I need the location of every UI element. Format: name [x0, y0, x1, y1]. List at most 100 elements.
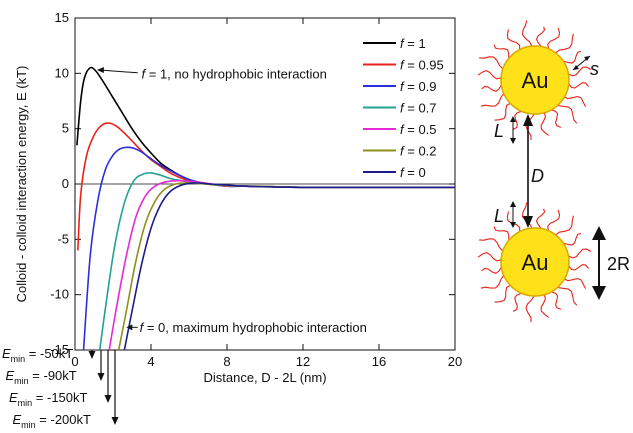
ligand-chain: [564, 95, 586, 107]
x-tick-label: 20: [448, 354, 462, 369]
y-axis: -15 -10 -5 0 5 10 15: [50, 10, 455, 357]
legend: f = 1 f = 0.95 f = 0.9 f = 0.7 f = 0.5 f = 0.…: [363, 36, 444, 180]
r-label: 2R: [607, 254, 630, 274]
ligand-chain: [540, 112, 549, 136]
legend-label: f = 1: [400, 36, 426, 51]
ligand-chain: [481, 84, 502, 92]
x-axis: 0 4 8 12 16 20: [71, 18, 462, 369]
y-tick-label: 5: [62, 121, 69, 136]
y-tick-label: 15: [55, 10, 69, 25]
emin-arrowhead: [97, 373, 105, 381]
ligand-chain: [535, 26, 546, 47]
annotation-leader: [99, 69, 138, 74]
x-tick-label: 4: [147, 354, 154, 369]
ligand-chain: [563, 50, 582, 64]
ligand-chain: [494, 102, 511, 121]
x-tick-label: 0: [71, 354, 78, 369]
ligand-chain: [568, 264, 590, 271]
r-arrowhead-up: [592, 226, 606, 240]
l-bottom-label: L: [494, 206, 504, 226]
ligand-chain: [564, 277, 586, 289]
l-top-label: L: [494, 121, 504, 141]
y-tick-label: 10: [55, 65, 69, 80]
ligands-bottom: [477, 202, 592, 323]
annotation-arrowhead: [126, 324, 133, 331]
l-top-arrowhead-1: [510, 116, 516, 122]
ligand-chain: [525, 113, 535, 141]
ligand-chain: [512, 292, 522, 312]
ligand-chain: [493, 44, 510, 59]
s-arrowhead-1: [584, 56, 590, 61]
x-tick-label: 16: [372, 354, 386, 369]
r-arrowhead-down: [592, 286, 606, 300]
schematic: Au Au s L D L 2R: [477, 20, 630, 323]
x-tick-label: 8: [223, 354, 230, 369]
chart: 0 4 8 12 16 20 -15 -10 -5 0 5 10 15 Distance, D - 2…: [2, 10, 462, 430]
l-top-arrowhead-2: [510, 138, 516, 144]
ligand-chain: [568, 82, 590, 89]
y-tick-label: -10: [50, 287, 69, 302]
emin-label: Emin = -150kT: [9, 390, 88, 408]
y-tick-label: -5: [57, 231, 69, 246]
legend-label: f = 0.7: [400, 101, 437, 116]
emin-label: Emin = -50kT: [2, 346, 73, 364]
ligand-chain: [568, 66, 592, 77]
annotations: f = 1, no hydrophobic interaction f = 0, …: [96, 66, 367, 335]
legend-label: f = 0.95: [400, 58, 444, 73]
series-line-6: [123, 182, 455, 350]
d-label: D: [531, 166, 544, 186]
ligand-chain: [480, 93, 505, 107]
ligand-chain: [525, 295, 535, 323]
ligand-chain: [547, 209, 561, 231]
ligand-chain: [477, 70, 502, 80]
series-line-0: [76, 66, 455, 189]
ligand-chain: [494, 284, 511, 303]
ligand-chain: [506, 211, 521, 232]
ligand-chain: [550, 291, 562, 310]
ligand-chain: [521, 20, 533, 47]
emin-label: Emin = -200kT: [13, 412, 92, 430]
ligand-chain: [493, 226, 510, 241]
gold-particle-bottom: [500, 227, 570, 297]
r-label-text: 2R: [607, 254, 630, 274]
annotation-arrowhead: [96, 67, 104, 74]
ligand-chain: [540, 294, 549, 318]
particle-label-top: Au: [522, 68, 549, 93]
gold-particle-top: [500, 45, 570, 115]
emin-arrowhead: [88, 351, 96, 359]
particle-label-bottom: Au: [522, 250, 549, 275]
y-tick-label: -15: [50, 342, 69, 357]
d-arrowhead-up: [523, 114, 533, 126]
ligand-chain: [535, 208, 546, 229]
emin-labels: Emin = -50kT Emin = -90kT Emin = -150kT Emi…: [2, 346, 119, 430]
ligand-chain: [555, 215, 574, 236]
legend-label: f = 0.5: [400, 122, 437, 137]
ligand-chain: [555, 33, 574, 54]
ligand-chain: [557, 286, 578, 306]
emin-arrowhead: [104, 395, 112, 403]
ligand-chain: [550, 109, 562, 128]
series-layer: [76, 66, 455, 350]
ligand-chain: [512, 110, 522, 130]
d-arrowhead-down: [523, 216, 533, 228]
annotation-f1: f = 1, no hydrophobic interaction: [142, 66, 327, 81]
ligand-chain: [481, 266, 502, 274]
legend-label: f = 0.9: [400, 79, 437, 94]
x-tick-label: 12: [296, 354, 310, 369]
ligand-chain: [477, 252, 502, 262]
emin-arrowhead: [111, 417, 119, 425]
legend-label: f = 0: [400, 165, 426, 180]
s-arrowhead-2: [573, 65, 579, 70]
ligand-chain: [547, 27, 561, 49]
annotation-f0: f = 0, maximum hydrophobic interaction: [140, 320, 367, 335]
ligand-chain: [521, 202, 533, 229]
s-label: s: [590, 59, 599, 79]
ligand-chain: [479, 238, 504, 252]
ligand-chain: [563, 232, 582, 246]
emin-label: Emin = -90kT: [6, 368, 77, 386]
y-tick-label: 0: [62, 176, 69, 191]
ligands-top: [477, 20, 592, 141]
legend-label: f = 0.2: [400, 144, 437, 159]
ligand-chain: [568, 248, 592, 259]
